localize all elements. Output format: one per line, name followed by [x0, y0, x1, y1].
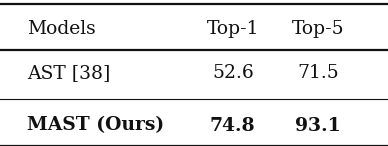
Text: Models: Models [27, 20, 96, 38]
Text: MAST (Ours): MAST (Ours) [27, 117, 164, 135]
Text: AST [38]: AST [38] [27, 64, 111, 82]
Text: 74.8: 74.8 [210, 117, 256, 135]
Text: Top-1: Top-1 [206, 20, 259, 38]
Text: 52.6: 52.6 [212, 64, 254, 82]
Text: 71.5: 71.5 [297, 64, 339, 82]
Text: Top-5: Top-5 [292, 20, 345, 38]
Text: 93.1: 93.1 [295, 117, 341, 135]
